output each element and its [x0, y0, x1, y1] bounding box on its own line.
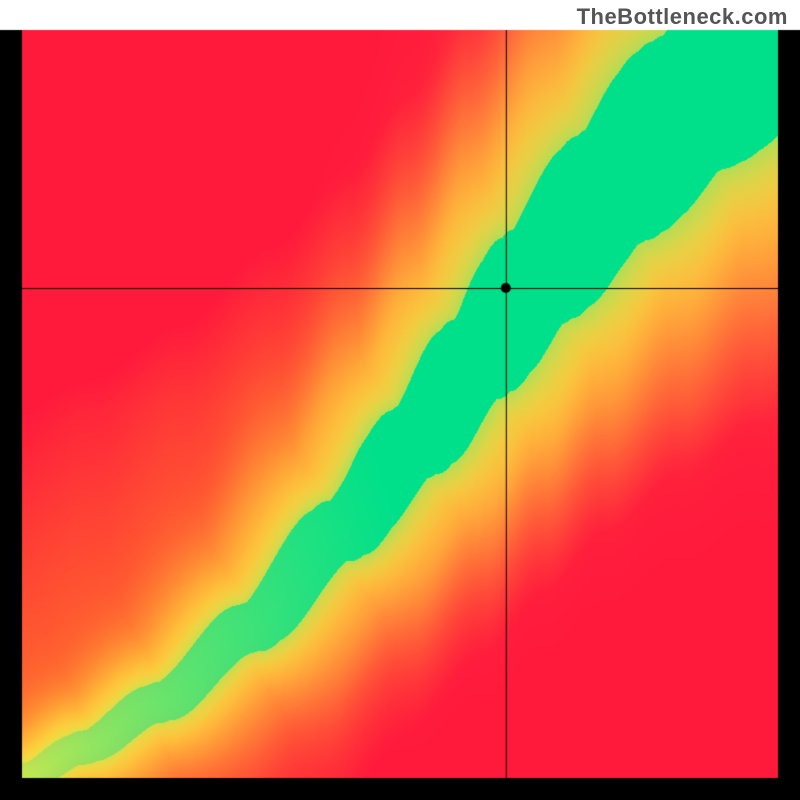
watermark-text: TheBottleneck.com	[577, 4, 788, 30]
bottleneck-heatmap-container: TheBottleneck.com	[0, 0, 800, 800]
bottleneck-heatmap-canvas	[0, 0, 800, 800]
